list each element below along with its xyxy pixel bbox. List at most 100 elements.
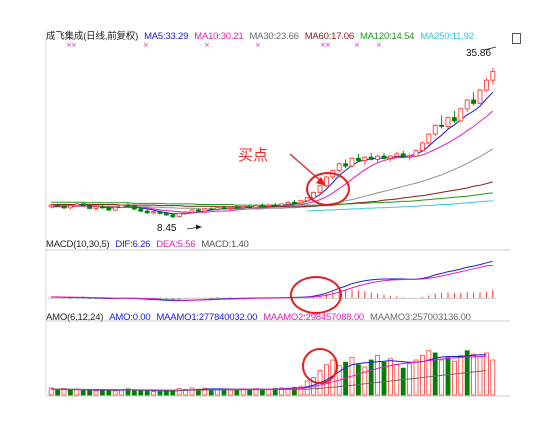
macd-readout: MACD:1.40 xyxy=(201,239,249,250)
candle-body xyxy=(477,89,483,104)
ma10-line xyxy=(51,110,494,213)
candle-body xyxy=(55,204,61,207)
candle-body xyxy=(93,206,99,209)
candle-body xyxy=(304,197,310,202)
amo-bar xyxy=(80,390,86,396)
signal-marker: × xyxy=(320,41,326,49)
amo-bar xyxy=(106,389,112,396)
signal-marker: × xyxy=(376,41,382,49)
amo-bar xyxy=(138,390,144,396)
candle xyxy=(87,204,93,210)
panel-switch-icon[interactable] xyxy=(512,33,521,44)
candle xyxy=(48,203,54,209)
amo-bar xyxy=(183,388,189,396)
amo-bar xyxy=(279,387,285,396)
amo-panel-title: AMO(6,12,24) xyxy=(46,312,104,323)
candle-body xyxy=(426,133,432,144)
candle xyxy=(163,211,169,217)
candle-body xyxy=(247,206,253,209)
candle-body xyxy=(387,155,393,159)
candle xyxy=(157,210,163,215)
candle xyxy=(183,211,189,215)
candle xyxy=(285,201,291,206)
candle-body xyxy=(368,156,374,160)
ma250-readout: MA250:11.92 xyxy=(420,31,474,42)
candle xyxy=(138,207,144,213)
candle-body xyxy=(439,124,445,127)
amo-bar xyxy=(112,390,118,396)
candle xyxy=(247,204,253,209)
candle xyxy=(195,208,201,213)
candle xyxy=(355,153,361,162)
candle xyxy=(419,141,425,152)
candle xyxy=(272,202,278,207)
amo-bar xyxy=(144,389,150,396)
amo-bar xyxy=(272,388,278,396)
candle xyxy=(215,206,221,211)
candle xyxy=(381,152,387,160)
amo-bar xyxy=(93,390,99,396)
candle xyxy=(349,157,355,168)
candle-body xyxy=(234,206,240,209)
candle xyxy=(471,92,477,106)
candle-body xyxy=(170,214,176,218)
candle-body xyxy=(471,99,477,104)
buy-point-ring-amo xyxy=(302,348,338,384)
candle xyxy=(483,78,489,93)
high-price-label: 35.86 xyxy=(466,48,492,59)
amo-bar xyxy=(381,361,387,396)
candle xyxy=(99,204,105,209)
candle xyxy=(176,212,182,218)
candle xyxy=(131,205,137,210)
candle-body xyxy=(381,155,387,159)
candle xyxy=(74,202,80,207)
candle-body xyxy=(99,206,105,209)
candle xyxy=(464,98,470,113)
signal-marker: × xyxy=(204,41,210,49)
candle xyxy=(279,203,285,207)
candle-body xyxy=(151,211,157,214)
candle-body xyxy=(138,208,144,212)
amo-bar xyxy=(157,391,163,396)
candle xyxy=(112,206,118,212)
candle-body xyxy=(157,211,163,214)
candle xyxy=(445,116,451,129)
candle-body xyxy=(176,212,182,218)
candle xyxy=(119,204,125,209)
candle xyxy=(387,155,393,162)
amo-bar xyxy=(445,357,451,396)
candle-body xyxy=(202,208,208,212)
amo-bar xyxy=(477,356,483,396)
candle-body xyxy=(195,209,201,212)
candle-body xyxy=(221,207,227,210)
candle xyxy=(439,115,445,129)
candle-body xyxy=(61,205,67,209)
candle-body xyxy=(183,211,189,214)
amo-bar xyxy=(266,388,272,396)
dea-readout: DEA:5.56 xyxy=(156,239,196,250)
signal-marker: × xyxy=(255,41,261,49)
low-pointer-arrow xyxy=(196,224,202,230)
candle-body xyxy=(490,70,496,81)
candle-body xyxy=(87,205,93,209)
amo-readout: AMO:0.00 xyxy=(109,312,151,323)
candle-body xyxy=(445,117,451,127)
candle-body xyxy=(240,206,246,209)
amo-panel xyxy=(48,350,496,396)
macd-panel-header: MACD(10,30,5) DIF:6.26 DEA:5.56 MACD:1.40 xyxy=(46,239,255,251)
dif-line xyxy=(51,260,493,302)
amo-bar xyxy=(368,359,374,396)
amo-bar xyxy=(355,364,361,396)
amo-bar xyxy=(439,359,445,396)
candle-body xyxy=(419,142,425,152)
candle-body xyxy=(125,204,131,207)
amo-bar xyxy=(227,389,233,396)
amo-bar xyxy=(253,388,259,396)
candle-body xyxy=(80,203,86,207)
amo-bar xyxy=(176,388,182,396)
candle-body xyxy=(144,210,150,214)
amo-bar xyxy=(61,388,67,396)
candle-body xyxy=(298,200,304,204)
